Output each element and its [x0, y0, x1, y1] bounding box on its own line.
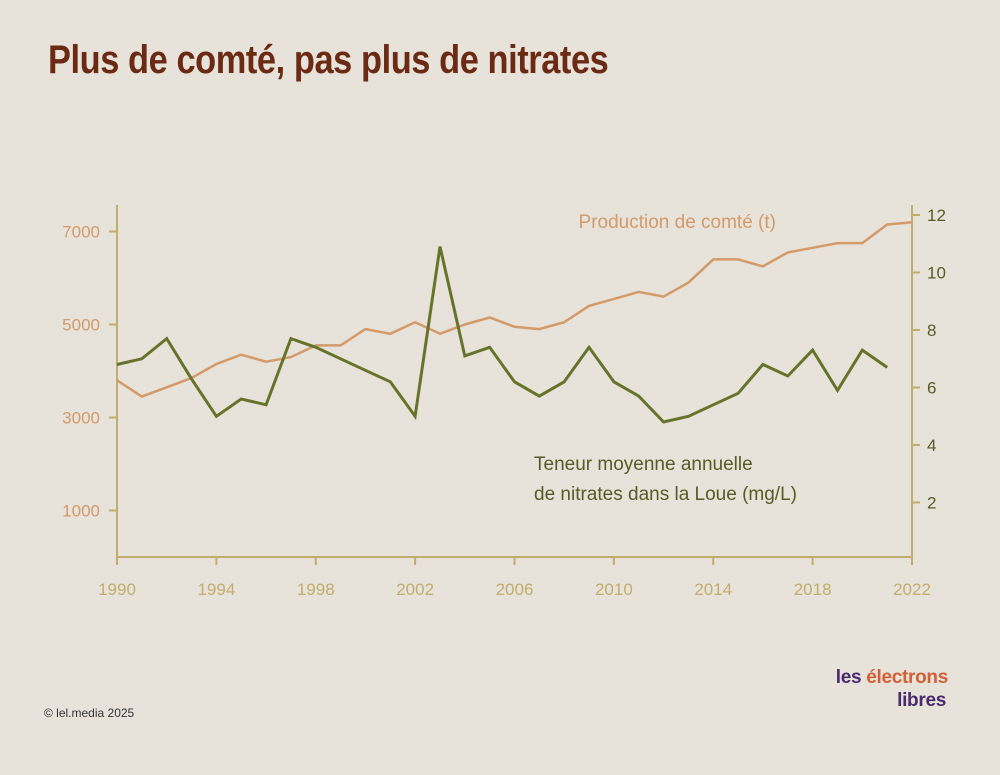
- x-tick-label: 2014: [694, 580, 732, 599]
- brand-logo: les électrons libres: [818, 666, 949, 712]
- nitrate-concentration-line: [116, 246, 889, 424]
- comte-series-label: Production de comté (t): [579, 212, 776, 233]
- x-tick-label: 2010: [595, 580, 633, 599]
- nitrate-series-label: Teneur moyenne annuelle: [534, 454, 753, 475]
- x-tick-label: 1994: [197, 580, 235, 599]
- x-tick-label: 2018: [794, 580, 832, 599]
- logo-line-2: libres: [897, 690, 946, 711]
- series-labels: Production de comté (t) Teneur moyenne an…: [534, 212, 797, 505]
- right-tick-label: 8: [927, 321, 936, 340]
- nitrate-series-label: de nitrates dans la Loue (mg/L): [534, 484, 797, 505]
- x-tick-label: 2002: [396, 580, 434, 599]
- x-tick-label: 2006: [496, 580, 534, 599]
- left-tick-label: 3000: [62, 409, 100, 428]
- x-tick-label: 2022: [893, 580, 931, 599]
- comte-production-line: [116, 220, 913, 398]
- chart-title: Plus de comté, pas plus de nitrates: [48, 38, 609, 82]
- axes: [109, 205, 920, 565]
- right-tick-label: 12: [927, 206, 946, 225]
- x-tick-label: 1990: [98, 580, 136, 599]
- right-tick-label: 2: [927, 494, 936, 513]
- copyright-credit: © lel.media 2025: [44, 706, 135, 720]
- left-tick-label: 7000: [62, 223, 100, 242]
- left-tick-label: 1000: [62, 502, 100, 521]
- right-tick-label: 6: [927, 379, 936, 398]
- x-tick-label: 1998: [297, 580, 335, 599]
- right-tick-label: 4: [927, 436, 936, 455]
- logo-line-1: les électrons: [818, 666, 949, 689]
- right-tick-label: 10: [927, 264, 946, 283]
- series-lines: [116, 220, 913, 424]
- logo-les: les: [835, 667, 867, 688]
- tick-labels: 1990 1994 1998 2002 2006 2010 2014 2018 2022 1000…: [62, 206, 946, 599]
- logo-electrons: électrons: [866, 667, 948, 688]
- left-tick-label: 5000: [62, 316, 100, 335]
